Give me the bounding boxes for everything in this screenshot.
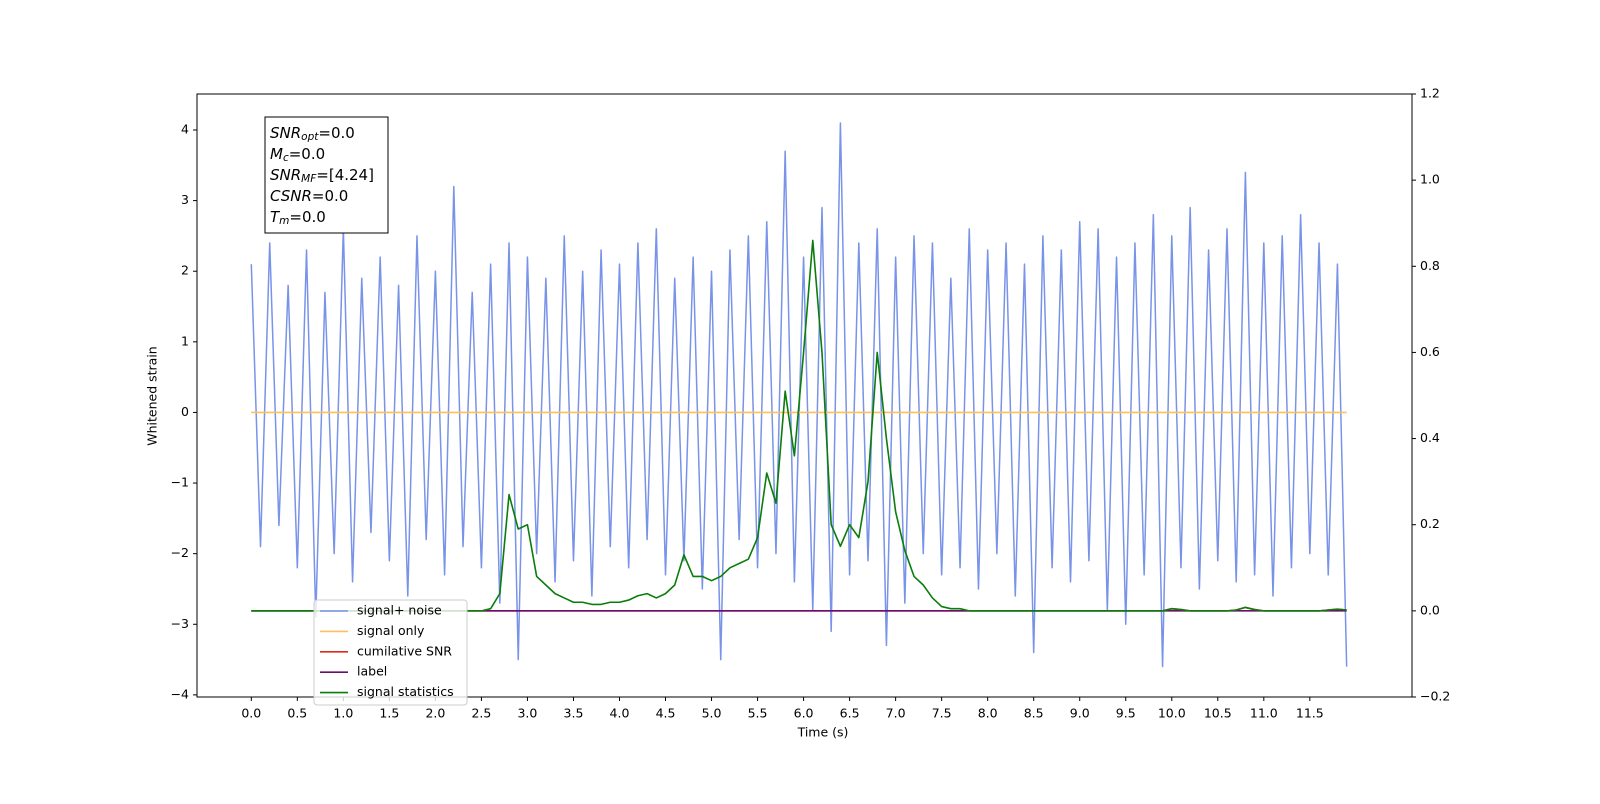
annotation-box: SNRopt=0.0Mc=0.0SNRMF=[4.24]CSNR=0.0Tm=0… (264, 116, 389, 234)
x-tick-label: 0.0 (241, 706, 261, 721)
y2-tick-label: 0.0 (1420, 602, 1440, 617)
x-tick-label: 7.0 (886, 706, 906, 721)
plot-area (250, 122, 1348, 668)
annotation-symbol: SNR (270, 166, 301, 184)
x-tick-label: 11.5 (1296, 706, 1324, 721)
y-tick-label: −1 (171, 475, 189, 490)
x-tick-label: 4.0 (610, 706, 630, 721)
x-tick-label: 9.5 (1116, 706, 1136, 721)
axes-frame (196, 93, 1413, 698)
x-tick-label: 0.5 (287, 706, 307, 721)
x-tick-label: 8.0 (978, 706, 998, 721)
annotation-text: CSNR=0.0 (270, 187, 348, 205)
series-line (250, 122, 1348, 668)
annotation-symbol: M (270, 145, 283, 163)
x-tick-label: 6.0 (794, 706, 814, 721)
y-tick-label: −3 (171, 616, 189, 631)
y2-tick-label: 0.4 (1420, 430, 1440, 445)
y-tick-label: 0 (181, 404, 189, 419)
y2-tick-label: 0.6 (1420, 344, 1440, 359)
x-tick-label: 7.5 (932, 706, 952, 721)
x-tick-label: 5.5 (748, 706, 768, 721)
y-tick-label: 3 (181, 192, 189, 207)
legend-label: cumilative SNR (357, 643, 452, 658)
annotation-rest: =0.0 (289, 208, 325, 226)
y-tick-label: 2 (181, 263, 189, 278)
annotation-rest: =[4.24] (316, 166, 374, 184)
annotation-subscript: opt (301, 131, 319, 143)
annotation-frame (264, 116, 389, 234)
legend-label: signal only (357, 623, 425, 638)
x-tick-label: 2.0 (425, 706, 445, 721)
x-tick-label: 4.5 (656, 706, 676, 721)
x-tick-label: 1.5 (379, 706, 399, 721)
x-tick-label: 2.5 (471, 706, 491, 721)
annotation-symbol: T (270, 208, 281, 226)
legend-frame (313, 599, 468, 706)
annotation-subscript: c (283, 152, 289, 164)
x-tick-label: 5.0 (702, 706, 722, 721)
annotation-subscript: m (279, 215, 289, 227)
y2-tick-label: −0.2 (1420, 689, 1450, 704)
y-axis-label: Whitened strain (145, 346, 160, 445)
x-tick-label: 3.5 (564, 706, 584, 721)
x-tick-label: 10.5 (1204, 706, 1232, 721)
x-tick-label: 3.0 (517, 706, 537, 721)
legend-label: label (357, 664, 387, 679)
y2-tick-label: 0.2 (1420, 516, 1440, 531)
x-tick-label: 10.0 (1158, 706, 1186, 721)
annotation-text: SNRopt=0.0 (270, 124, 355, 144)
legend-label: signal statistics (357, 684, 454, 699)
annotation-rest: =0.0 (289, 145, 325, 163)
annotation-symbol: CSNR (270, 187, 312, 205)
x-tick-label: 8.5 (1024, 706, 1044, 721)
annotation-text: Mc=0.0 (270, 145, 325, 165)
y2-tick-label: 1.2 (1420, 86, 1440, 101)
annotation-subscript: MF (301, 173, 317, 185)
legend-label: signal+ noise (357, 603, 442, 618)
x-tick-label: 9.0 (1070, 706, 1090, 721)
y2-tick-label: 1.0 (1420, 172, 1440, 187)
y-tick-label: −4 (171, 686, 189, 701)
y2-tick-label: 0.8 (1420, 258, 1440, 273)
y-tick-label: 4 (181, 122, 189, 137)
annotation-rest: =0.0 (312, 187, 348, 205)
x-axis-label: Time (s) (797, 725, 849, 740)
x-tick-label: 1.0 (333, 706, 353, 721)
y-tick-label: −2 (171, 545, 189, 560)
annotation-rest: =0.0 (318, 124, 354, 142)
annotation-symbol: SNR (270, 124, 301, 142)
annotation-text: Tm=0.0 (270, 208, 326, 228)
x-tick-label: 6.5 (840, 706, 860, 721)
y-tick-label: 1 (181, 333, 189, 348)
annotation-text: SNRMF=[4.24] (270, 166, 374, 186)
legend: signal+ noise signal only cumilative SNR la… (313, 599, 468, 706)
x-tick-label: 11.0 (1250, 706, 1278, 721)
